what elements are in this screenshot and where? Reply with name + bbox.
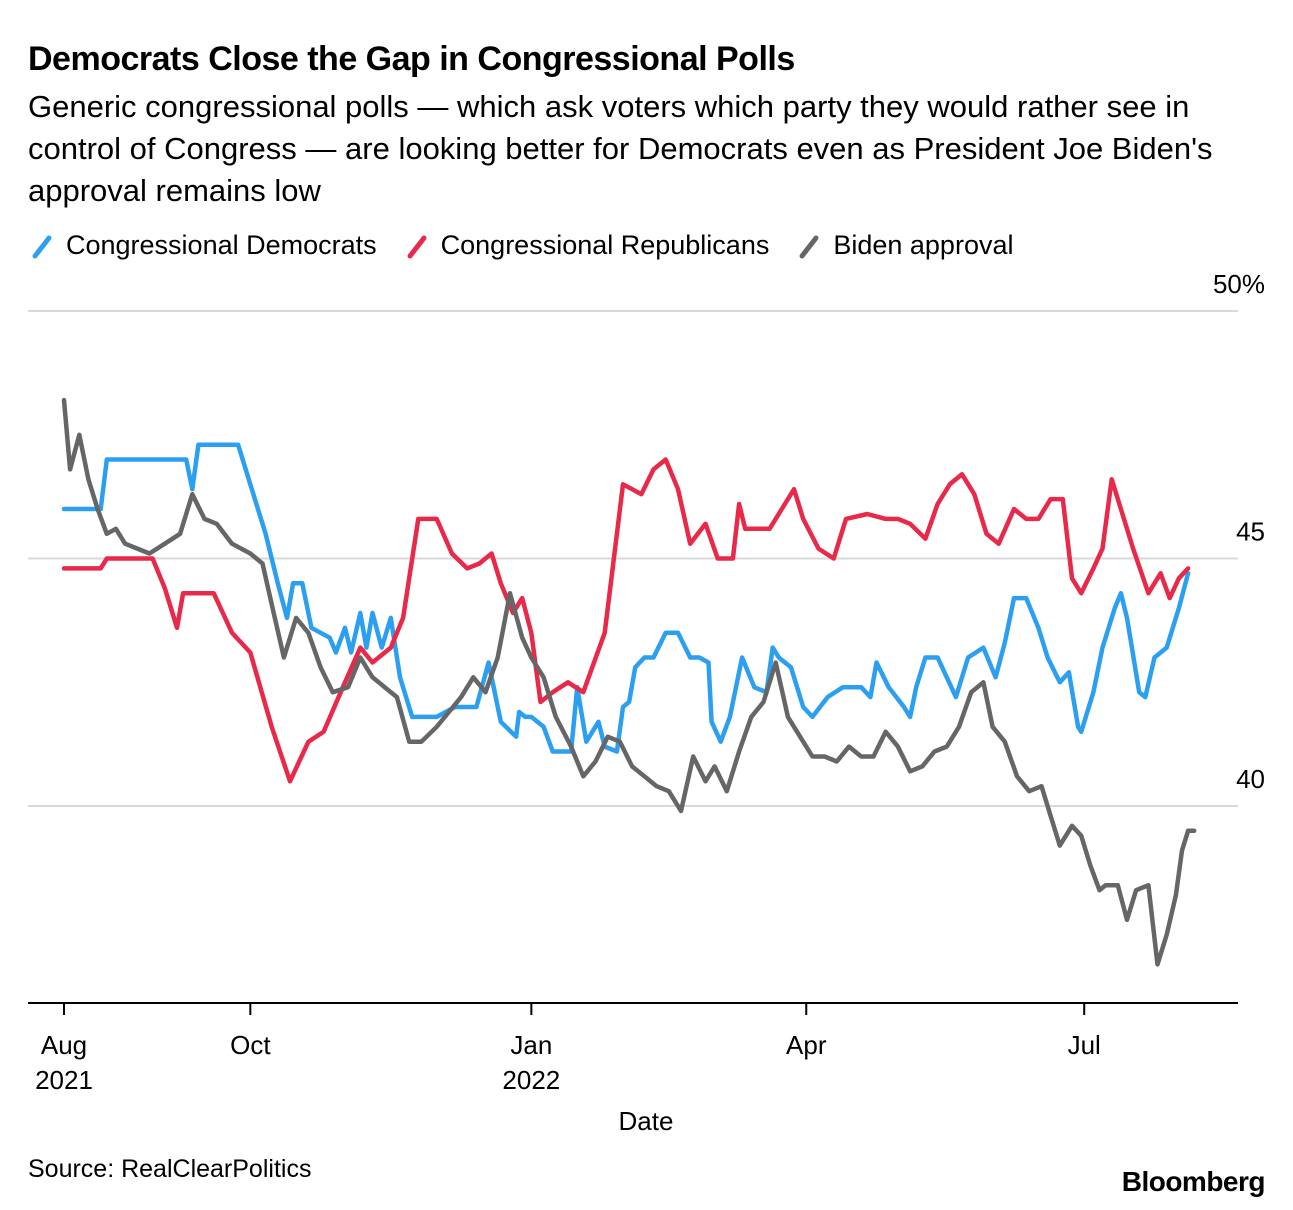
series-line-biden-approval [61,397,1197,967]
legend-item-democrats: Congressional Democrats [28,230,377,261]
legend-label-democrats: Congressional Democrats [66,230,377,260]
x-tick-label-2022-07-01: Jul [1068,1030,1101,1060]
legend-slash-republicans [407,235,427,258]
legend-swatch-biden-approval [799,235,819,258]
series-line-congressional-republicans [61,457,1191,784]
chart-subtitle: Generic congressional polls — which ask … [28,89,1213,208]
x-tick-label-2021-08-01: Aug [41,1030,87,1060]
legend-item-republicans: Congressional Republicans [403,230,770,261]
y-tick-label-45: 45 [1236,517,1265,547]
y-tick-label-50: 50% [1213,269,1265,299]
x-axis-title: Date [619,1106,674,1136]
series-line-congressional-democrats [61,442,1191,754]
legend-slash-biden-approval [799,235,819,258]
bloomberg-logo: Bloomberg [1121,1166,1266,1197]
gridlines [28,310,1238,807]
x-tick-label-2022-04-01: Apr [786,1030,827,1060]
legend-swatch-republicans [407,235,427,258]
legend-item-biden-approval: Biden approval [795,230,1013,261]
series-lines [61,397,1197,967]
x-tick-label-2021-10-01: Oct [230,1030,271,1060]
x-tick-label-2022-01-01: Jan [510,1030,552,1060]
y-tick-label-40: 40 [1236,764,1265,794]
chart-title: Democrats Close the Gap in Congressional… [28,40,795,78]
x-tick-year-2021-08-01: 2021 [35,1065,93,1095]
legend: Congressional Democrats Congressional Re… [28,230,1039,261]
legend-label-republicans: Congressional Republicans [440,230,770,260]
y-tick-labels: 50% 45 40 [1213,269,1265,794]
x-ticks: Aug 2021 Oct Jan 2022 Apr Jul [35,1003,1101,1095]
legend-swatch-democrats [32,235,52,258]
source-note: Source: RealClearPolitics [28,1155,312,1183]
x-tick-year-2022-01-01: 2022 [502,1065,560,1095]
legend-slash-democrats [32,235,52,258]
legend-label-biden-approval: Biden approval [833,230,1014,260]
